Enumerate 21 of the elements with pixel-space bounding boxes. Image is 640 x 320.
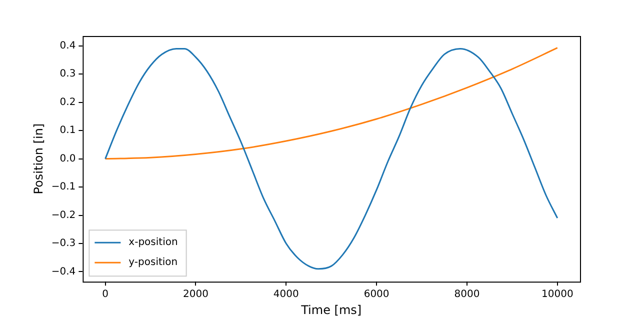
y-tick-label: 0.4 — [60, 40, 76, 52]
y-tick-label: −0.4 — [51, 266, 76, 278]
y-tick-label: 0.2 — [60, 96, 76, 108]
y-tick-label: 0.0 — [60, 153, 76, 164]
line-series — [104, 48, 558, 270]
legend-label: y-position — [128, 257, 178, 268]
legend-label: x-position — [128, 237, 178, 248]
x-axis-title: Time [ms] — [300, 302, 362, 317]
y-axis-title: Position [in] — [31, 123, 46, 194]
x-tick-label: 8000 — [454, 289, 480, 300]
y-tick-label: −0.3 — [51, 238, 76, 250]
x-tick-label: 6000 — [364, 289, 390, 300]
x-tick-label: 2000 — [182, 289, 208, 300]
x-tick-label: 0 — [102, 289, 108, 300]
x-tick-label: 10000 — [541, 289, 574, 300]
line-series — [104, 47, 558, 160]
y-tick-label: −0.1 — [51, 182, 76, 193]
y-tick-label: −0.2 — [51, 210, 76, 221]
y-tick-label: 0.1 — [60, 125, 76, 136]
y-tick-label: 0.3 — [60, 68, 76, 80]
x-tick-label: 4000 — [273, 289, 299, 300]
